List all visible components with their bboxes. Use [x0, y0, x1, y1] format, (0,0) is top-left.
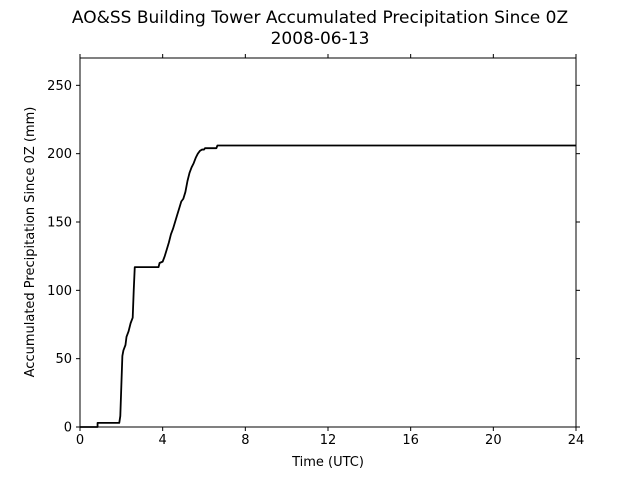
x-axis-label: Time (UTC) [291, 455, 364, 470]
series-line [80, 144, 576, 428]
chart-subtitle: 2008-06-13 [270, 29, 370, 49]
x-tick-label: 8 [241, 433, 249, 448]
y-axis-label: Accumulated Precipitation Since 0Z (mm) [23, 107, 38, 378]
y-tick-label: 50 [55, 352, 72, 367]
chart-title: AO&SS Building Tower Accumulated Precipi… [71, 8, 569, 28]
plot-area [79, 57, 577, 428]
x-tick-label: 0 [76, 433, 84, 448]
x-tick-label: 16 [402, 433, 419, 448]
y-tick-label: 100 [47, 284, 72, 299]
x-tick-label: 12 [320, 433, 337, 448]
y-tick-label: 150 [47, 216, 72, 231]
y-tick-label: 0 [64, 421, 72, 436]
x-tick-label: 4 [159, 433, 167, 448]
y-tick-label: 200 [47, 147, 72, 162]
axis-ticks: 0 4 8 12 16 20 24 0 50 100 150 200 250 [47, 54, 584, 448]
x-tick-label: 24 [568, 433, 585, 448]
x-tick-label: 20 [485, 433, 502, 448]
y-tick-label: 250 [47, 79, 72, 94]
